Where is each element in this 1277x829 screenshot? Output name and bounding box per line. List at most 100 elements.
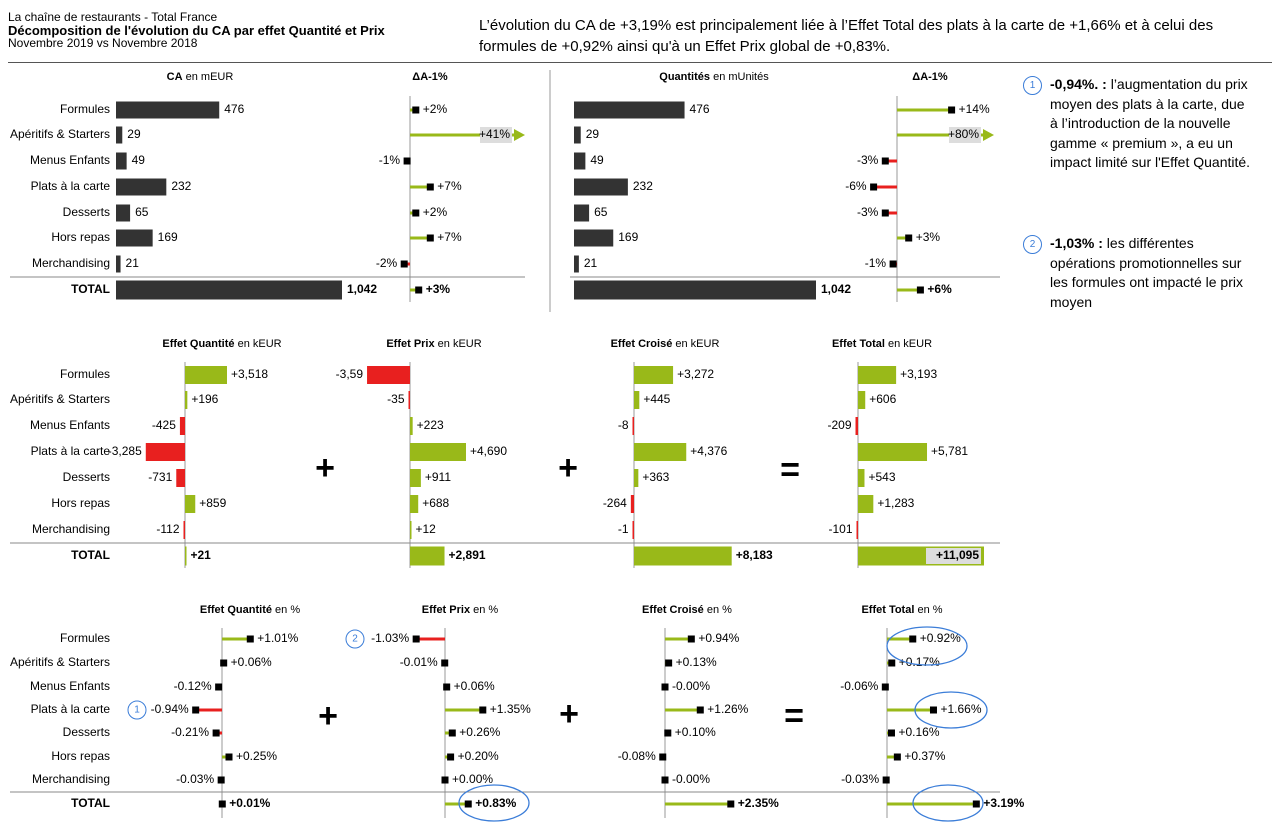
chart-qty-bar-4 — [574, 204, 590, 222]
chart-keur-2-value-5: -264 — [603, 496, 627, 510]
chart-pct-2-dot-7 — [727, 800, 735, 808]
chart-ca-delta-dot-6 — [400, 260, 408, 268]
chart-keur-2-bar-0 — [634, 366, 674, 384]
report-title: Décomposition de l'évolution du CA par e… — [8, 23, 385, 38]
equals-operator-s2: = — [780, 451, 800, 489]
chart-pct-3-value-1: +0.17% — [899, 655, 940, 669]
chart-keur-1-value-0: -3,59 — [336, 367, 364, 381]
chart-ca-delta-value-3: +7% — [437, 179, 462, 193]
note-1: 1 -0,94%. : l’augmentation du prix moyen… — [1023, 75, 1253, 173]
chart-qty-value-1: 29 — [586, 127, 600, 141]
chart-pct-2-value-1: +0.13% — [676, 655, 717, 669]
chart-ca-value-3: 232 — [171, 179, 191, 193]
cat-label-s2-7: TOTAL — [71, 548, 110, 562]
chart-ca-bar-7 — [116, 280, 342, 300]
chart-keur-3-value-1: +606 — [869, 392, 896, 406]
cat-label-s2-0: Formules — [60, 367, 110, 381]
note-1-badge: 1 — [1023, 76, 1042, 95]
chart-keur-1-value-3: +4,690 — [470, 444, 507, 458]
chart-qty-delta-dot-7 — [916, 286, 924, 294]
chart-qty-bar-2 — [574, 152, 586, 170]
chart-pct-0-dot-1 — [220, 659, 228, 667]
note-1-highlight: -0,94%. : — [1050, 76, 1107, 92]
chart-pct-0-dot-3 — [192, 706, 200, 714]
highlight-circle-prix-total — [458, 784, 530, 822]
highlight-circle-total-total — [912, 784, 984, 822]
chart-qty-delta-value-0: +14% — [959, 102, 990, 116]
chart-keur-0-bar-5 — [185, 495, 196, 513]
chart-keur-3-bar-1 — [858, 391, 866, 409]
chart-keur-3-value-4: +543 — [868, 470, 895, 484]
chart-keur-0-value-3: -3,285 — [108, 444, 142, 458]
chart-keur-2-value-0: +3,272 — [677, 367, 714, 381]
chart-pct-3-value-2: -0.06% — [840, 679, 878, 693]
chart-ca-delta-arrow-1 — [514, 129, 525, 141]
chart-pct-0-value-3: -0.94% — [151, 702, 189, 716]
chart-pct-3-value-5: +0.37% — [904, 749, 945, 763]
chart-ca-delta-title: ΔA-1% — [412, 71, 448, 83]
chart-ca-bar-4 — [116, 204, 131, 222]
chart-pct-1-dot-0 — [412, 635, 420, 643]
chart-pct-2-dot-6 — [661, 776, 669, 784]
chart-keur-2-bar-5 — [630, 495, 634, 513]
chart-pct-0-dot-6 — [217, 776, 225, 784]
chart-keur-3-value-3: +5,781 — [931, 444, 968, 458]
chart-keur-1-bar-3 — [410, 443, 466, 461]
chart-keur-2-bar-7 — [634, 546, 732, 566]
chart-ca-bar-0 — [116, 101, 220, 119]
cat-label-s3-5: Hors repas — [51, 749, 110, 763]
chart-qty-delta-dot-0 — [948, 106, 956, 114]
chart-keur-3-bar-4 — [858, 469, 865, 487]
chart-ca-bar-6 — [116, 255, 121, 273]
chart-ca-title: CA en mEUR — [167, 71, 234, 83]
chart-keur-0-bar-4 — [176, 469, 185, 487]
chart-keur-1-bar-5 — [410, 495, 419, 513]
cat-label-s2-2: Menus Enfants — [30, 418, 110, 432]
chart-keur-0-bar-1 — [185, 391, 188, 409]
cat-label-s3-3: Plats à la carte — [31, 702, 111, 716]
chart-keur-2-bar-3 — [634, 443, 687, 461]
chart-qty-delta-value-2: -3% — [857, 153, 879, 167]
chart-keur-3-bar-5 — [858, 495, 874, 513]
chart-keur-0-value-4: -731 — [148, 470, 172, 484]
chart-qty-value-7: 1,042 — [821, 282, 851, 296]
chart-keur-3-bar-0 — [858, 366, 897, 384]
chart-keur-1-value-6: +12 — [416, 522, 437, 536]
plus-operator-s3-1: + — [318, 697, 338, 735]
chart-keur-1-title: Effet Prix en kEUR — [386, 338, 481, 350]
equals-operator-s3: = — [784, 697, 804, 735]
chart-pct-2-dot-1 — [665, 659, 673, 667]
chart-keur-3-value-7: +11,095 — [936, 548, 979, 562]
chart-keur-3-value-6: -101 — [828, 522, 852, 536]
note-2-highlight: -1,03% : — [1050, 235, 1103, 251]
chart-keur-1-value-2: +223 — [417, 418, 444, 432]
chart-qty-value-4: 65 — [594, 205, 608, 219]
chart-keur-0-bar-2 — [179, 417, 185, 435]
chart-pct-0-dot-2 — [215, 683, 223, 691]
chart-ca-delta-value-7: +3% — [426, 282, 451, 296]
chart-qty-delta-arrow-1 — [983, 129, 994, 141]
chart-ca-value-4: 65 — [135, 205, 149, 219]
chart-pct-3-dot-1 — [888, 659, 896, 667]
chart-pct-3-value-7: +3.19% — [983, 796, 1024, 810]
chart-pct-0-dot-5 — [225, 753, 233, 761]
chart-pct-3-title: Effet Total en % — [861, 604, 942, 616]
chart-keur-2-bar-2 — [632, 417, 634, 435]
chart-keur-2-value-3: +4,376 — [690, 444, 727, 458]
chart-qty-delta-highlight-1 — [949, 127, 981, 143]
chart-ca-delta-value-5: +7% — [437, 230, 462, 244]
cat-label-s2-3: Plats à la carte — [31, 444, 111, 458]
chart-pct-3-dot-4 — [887, 729, 895, 737]
chart-ca-delta-dot-3 — [426, 183, 434, 191]
chart-pct-3-dot-2 — [881, 683, 889, 691]
chart-qty-delta-value-1: +80% — [948, 127, 979, 141]
chart-keur-0-value-6: -112 — [156, 522, 179, 536]
chart-keur-1-bar-0 — [367, 366, 410, 384]
plus-operator-s2-2: + — [558, 449, 578, 487]
chart-qty-value-5: 169 — [618, 230, 638, 244]
chart-keur-2-value-6: -1 — [618, 522, 629, 536]
chart-qty-value-0: 476 — [690, 102, 710, 116]
header-divider — [8, 62, 1272, 63]
cat-label-s3-2: Menus Enfants — [30, 679, 110, 693]
chart-ca-delta-value-6: -2% — [376, 256, 398, 270]
